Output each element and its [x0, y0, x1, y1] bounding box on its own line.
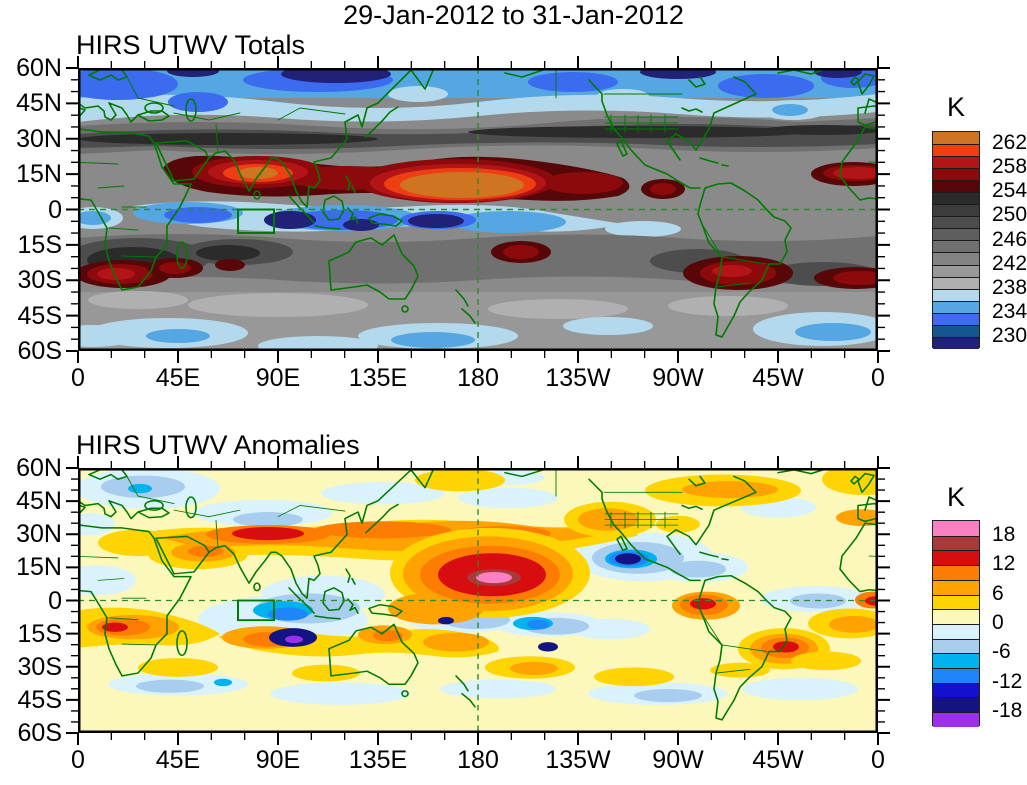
colorbar-tick-label: 262 [992, 131, 1027, 155]
colorbar-segment [933, 324, 979, 337]
colorbar-segment [933, 228, 979, 241]
lon-label: 45E [155, 746, 201, 774]
lon-label: 90W [652, 364, 704, 392]
lon-label: 135E [348, 746, 408, 774]
colorbar-unit-label: K [946, 482, 965, 512]
colorbar-segment [933, 565, 979, 580]
colorbar-tick-label: 242 [992, 251, 1027, 275]
map-totals [78, 68, 878, 351]
colorbar-tick-label: 0 [992, 611, 1004, 634]
colorbar-segment [933, 312, 979, 325]
lat-label: 15N [16, 553, 62, 582]
colorbar [932, 520, 980, 727]
colorbar [932, 131, 980, 349]
lat-label: 60N [16, 454, 62, 482]
colorbar-tick-label: -12 [992, 669, 1023, 693]
colorbar-segment [933, 535, 979, 551]
lat-label: 30S [17, 266, 62, 295]
panel1-title: HIRS UTWV Totals [76, 30, 306, 60]
lon-label: 90E [255, 746, 301, 774]
lat-label: 30S [17, 652, 62, 681]
lat-label: 30N [16, 520, 62, 549]
lon-label: 0 [871, 746, 885, 774]
lon-label: 45W [752, 746, 804, 774]
colorbar-segment [933, 668, 979, 683]
colorbar-segment [933, 579, 979, 595]
colorbar-tick-label: 18 [992, 522, 1016, 546]
lat-label: 0 [48, 195, 62, 224]
colorbar-segment [933, 594, 979, 610]
colorbar-tick-label: 258 [992, 155, 1027, 179]
colorbar-segment [933, 180, 979, 193]
lon-label: 90E [255, 364, 301, 392]
colorbar-segment [933, 336, 979, 349]
figure-title: 29-Jan-2012 to 31-Jan-2012 [343, 0, 684, 30]
lat-label: 45S [17, 301, 62, 330]
colorbar-segment [933, 168, 979, 181]
colorbar-tick-label: 12 [992, 552, 1016, 576]
colorbar-segment [933, 623, 979, 639]
colorbar-tick-label: -6 [992, 640, 1011, 664]
lat-label: 15S [17, 619, 62, 648]
colorbar-segment [933, 252, 979, 265]
colorbar-segment [933, 132, 979, 145]
lat-label: 0 [48, 586, 62, 615]
lon-label: 180 [457, 364, 499, 392]
colorbar-segment [933, 192, 979, 205]
colorbar-tick-label: -18 [992, 699, 1023, 723]
lat-label: 15N [16, 160, 62, 189]
colorbar-tick-label: 230 [992, 323, 1027, 347]
colorbar-segment [933, 638, 979, 654]
colorbar-segment [933, 240, 979, 253]
colorbar-segment [933, 682, 979, 698]
colorbar-segment [933, 300, 979, 313]
colorbar-segment [933, 264, 979, 277]
lat-label: 45S [17, 685, 62, 714]
colorbar-segment [933, 144, 979, 157]
lon-label: 90W [652, 746, 704, 774]
lon-label: 135W [545, 364, 611, 392]
colorbar-segment [933, 653, 979, 669]
map-anomalies [78, 468, 878, 733]
colorbar-segment [933, 712, 979, 727]
lon-label: 0 [871, 364, 885, 392]
colorbar-segment [933, 697, 979, 713]
colorbar-tick-label: 234 [992, 299, 1027, 323]
colorbar-tick-label: 250 [992, 203, 1027, 227]
colorbar-tick-label: 246 [992, 227, 1027, 251]
lon-label: 45E [155, 364, 201, 392]
colorbar-segment [933, 521, 979, 536]
colorbar-segment [933, 276, 979, 289]
lon-label: 135W [545, 746, 611, 774]
lon-label: 45W [752, 364, 804, 392]
colorbar-unit-label: K [946, 92, 965, 122]
lat-label: 45N [16, 89, 62, 118]
lat-label: 15S [17, 230, 62, 259]
lon-label: 135E [348, 364, 408, 392]
colorbar-segment [933, 204, 979, 217]
colorbar-tick-label: 254 [992, 179, 1027, 203]
colorbar-tick-label: 6 [992, 581, 1004, 605]
colorbar-segment [933, 156, 979, 169]
lat-label: 60S [17, 337, 62, 365]
colorbar-tick-label: 238 [992, 275, 1027, 299]
lon-label: 0 [71, 746, 85, 774]
lon-label: 0 [71, 364, 85, 392]
lat-label: 30N [16, 124, 62, 153]
colorbar-segment [933, 288, 979, 301]
lat-label: 45N [16, 487, 62, 516]
colorbar-segment [933, 609, 979, 624]
lon-label: 180 [457, 746, 499, 774]
panel2-title: HIRS UTWV Anomalies [76, 430, 360, 460]
colorbar-segment [933, 550, 979, 566]
lat-label: 60N [16, 54, 62, 82]
colorbar-segment [933, 216, 979, 229]
lat-label: 60S [17, 719, 62, 747]
